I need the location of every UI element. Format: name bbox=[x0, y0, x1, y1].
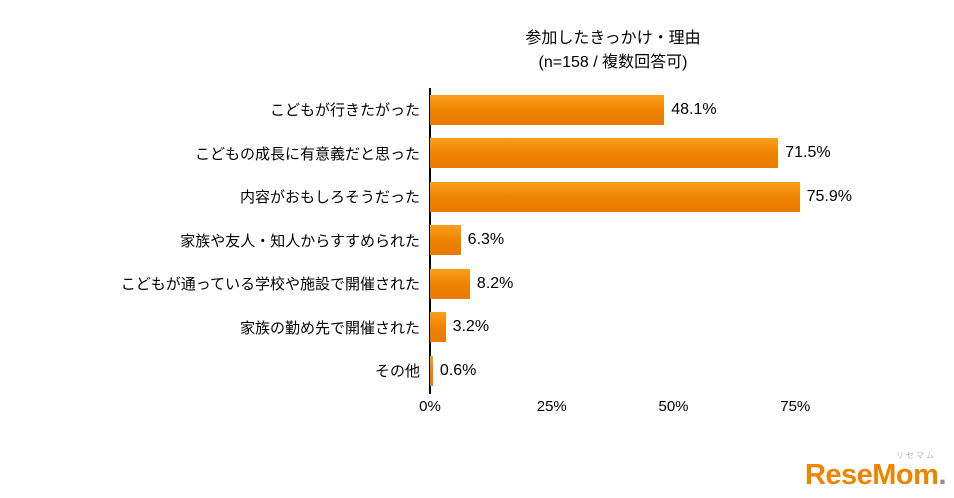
bar-track: 0.6% bbox=[430, 349, 917, 393]
x-axis: 0% 25% 50% 75% bbox=[419, 398, 917, 418]
value-label: 71.5% bbox=[785, 144, 831, 162]
x-tick-label: 50% bbox=[658, 398, 689, 415]
value-label: 6.3% bbox=[467, 231, 505, 249]
category-label: 内容がおもしろそうだった bbox=[239, 189, 420, 207]
bar bbox=[430, 268, 470, 299]
bar-track: 75.9% bbox=[430, 175, 917, 219]
bar-rows: こどもが行きたがった 48.1% こどもの成長に有意義だと思った 71.5% 内… bbox=[0, 88, 954, 393]
bar-track: 71.5% bbox=[430, 132, 917, 176]
category-label: 家族や友人・知人からすすめられた bbox=[180, 232, 420, 250]
logo-ruby-text: リセマム bbox=[896, 450, 936, 460]
bar-track: 48.1% bbox=[430, 88, 917, 132]
bar bbox=[430, 312, 446, 343]
value-label: 75.9% bbox=[806, 187, 852, 205]
logo-wordmark: ReseMom. bbox=[804, 458, 947, 491]
value-label: 3.2% bbox=[452, 318, 490, 336]
logo-period: . bbox=[938, 458, 946, 491]
bar-row: 家族や友人・知人からすすめられた 6.3% bbox=[0, 219, 954, 263]
chart-title: 参加したきっかけ・理由 bbox=[525, 30, 701, 47]
x-tick-label: 25% bbox=[536, 398, 567, 415]
category-label: こどもが行きたがった bbox=[269, 102, 420, 120]
category-label: こどもが通っている学校や施設で開催された bbox=[120, 276, 420, 294]
chart-subtitle: (n=158 / 複数回答可) bbox=[538, 54, 688, 71]
category-label: 家族の勤め先で開催された bbox=[239, 319, 420, 337]
bar-row: こどもの成長に有意義だと思った 71.5% bbox=[0, 132, 954, 176]
value-label: 48.1% bbox=[671, 100, 717, 118]
resemom-logo: リセマム ReseMom. bbox=[804, 450, 947, 491]
bar-row: その他 0.6% bbox=[0, 349, 954, 393]
bar-track: 6.3% bbox=[430, 219, 917, 263]
bar bbox=[430, 94, 665, 125]
bar-track: 3.2% bbox=[430, 306, 917, 350]
x-tick-label: 75% bbox=[780, 398, 811, 415]
x-tick-label: 0% bbox=[419, 398, 441, 415]
bar bbox=[430, 181, 800, 212]
bar-row: 家族の勤め先で開催された 3.2% bbox=[0, 306, 954, 350]
bar-row: こどもが行きたがった 48.1% bbox=[0, 88, 954, 132]
bar-track: 8.2% bbox=[430, 262, 917, 306]
category-label: こどもの成長に有意義だと思った bbox=[194, 145, 420, 163]
bar-row: 内容がおもしろそうだった 75.9% bbox=[0, 175, 954, 219]
value-label: 0.6% bbox=[439, 361, 477, 379]
bar-row: こどもが通っている学校や施設で開催された 8.2% bbox=[0, 262, 954, 306]
value-label: 8.2% bbox=[476, 274, 514, 292]
bar bbox=[430, 225, 461, 256]
category-label: その他 bbox=[374, 363, 420, 381]
bar bbox=[430, 355, 433, 386]
bar bbox=[430, 138, 779, 169]
